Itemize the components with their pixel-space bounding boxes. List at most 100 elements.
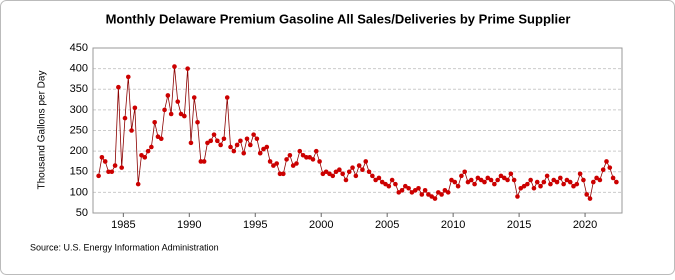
data-point [366,169,372,175]
data-point [96,173,101,179]
data-point [554,179,560,185]
data-point [333,169,339,175]
data-point [142,155,148,160]
data-point [119,165,124,170]
x-tick-label: 1990 [177,219,201,231]
data-point [472,181,477,187]
data-point [584,192,590,197]
data-point [109,169,115,175]
data-point [577,171,583,177]
data-point [264,144,270,150]
data-point [544,173,550,179]
data-point [221,136,227,142]
data-point [155,134,161,139]
data-point [558,175,563,181]
y-tick-label: 250 [70,124,88,136]
data-point [211,132,217,137]
data-point [607,165,613,170]
data-point [241,150,247,156]
data-point [498,173,504,179]
data-point [185,66,190,71]
data-point [224,95,230,100]
data-point [135,181,141,187]
x-tick-label: 2005 [375,219,399,231]
data-point [587,196,593,201]
data-point [102,159,108,164]
data-point [409,190,415,195]
data-point [614,179,619,185]
data-point [257,150,263,156]
y-tick-label: 50 [76,207,88,219]
data-point [290,163,296,168]
data-point [234,142,240,148]
data-point [346,169,352,175]
data-point [168,111,174,117]
data-point [373,177,378,183]
data-point [297,148,303,154]
x-tick-label: 1985 [111,219,135,231]
data-point [515,194,520,199]
data-point [564,177,570,183]
data-point [228,144,233,150]
y-tick-label: 150 [70,166,88,178]
data-point [406,185,411,191]
data-point [581,177,586,183]
data-point [426,192,431,197]
data-point [112,163,118,168]
data-point [158,136,164,142]
data-point [455,183,461,189]
data-point [534,179,540,185]
data-point [412,188,418,193]
data-point [337,167,342,172]
data-point [396,190,402,195]
data-point [149,144,154,150]
data-point [416,185,421,191]
data-point [231,148,237,154]
data-point [399,188,405,193]
data-point [528,177,533,183]
data-point [403,183,408,189]
data-point [465,179,471,185]
x-tick-label: 1995 [243,219,267,231]
data-point [294,161,299,166]
y-tick-label: 100 [70,186,88,198]
data-point [505,177,510,183]
data-point [538,183,543,189]
data-point [442,188,448,193]
data-point [376,175,382,181]
data-point [525,181,530,187]
data-point [475,175,481,181]
data-point [317,159,322,164]
x-tick-label: 2015 [507,219,531,231]
data-point [386,183,392,189]
data-point [238,138,243,144]
data-point [129,128,134,133]
data-point [99,155,105,160]
data-point [244,136,250,142]
data-point [195,119,200,125]
data-point [215,138,220,144]
data-point [122,115,128,121]
data-point [459,173,464,179]
data-point [383,181,388,187]
data-point [422,188,428,193]
chart-title: Monthly Delaware Premium Gasoline All Sa… [106,11,571,26]
data-point [165,93,171,98]
data-point [393,181,398,187]
y-tick-label: 300 [70,104,88,116]
data-point [280,171,286,177]
x-tick-label: 2010 [441,219,465,231]
data-point [551,177,557,183]
data-point [323,169,329,175]
data-point [178,111,184,117]
data-point [172,64,177,69]
data-point [449,177,454,183]
data-point [271,163,276,168]
data-point [284,157,289,162]
data-point [330,173,336,179]
data-point [116,84,121,90]
data-point [248,142,253,148]
data-point [277,171,283,177]
